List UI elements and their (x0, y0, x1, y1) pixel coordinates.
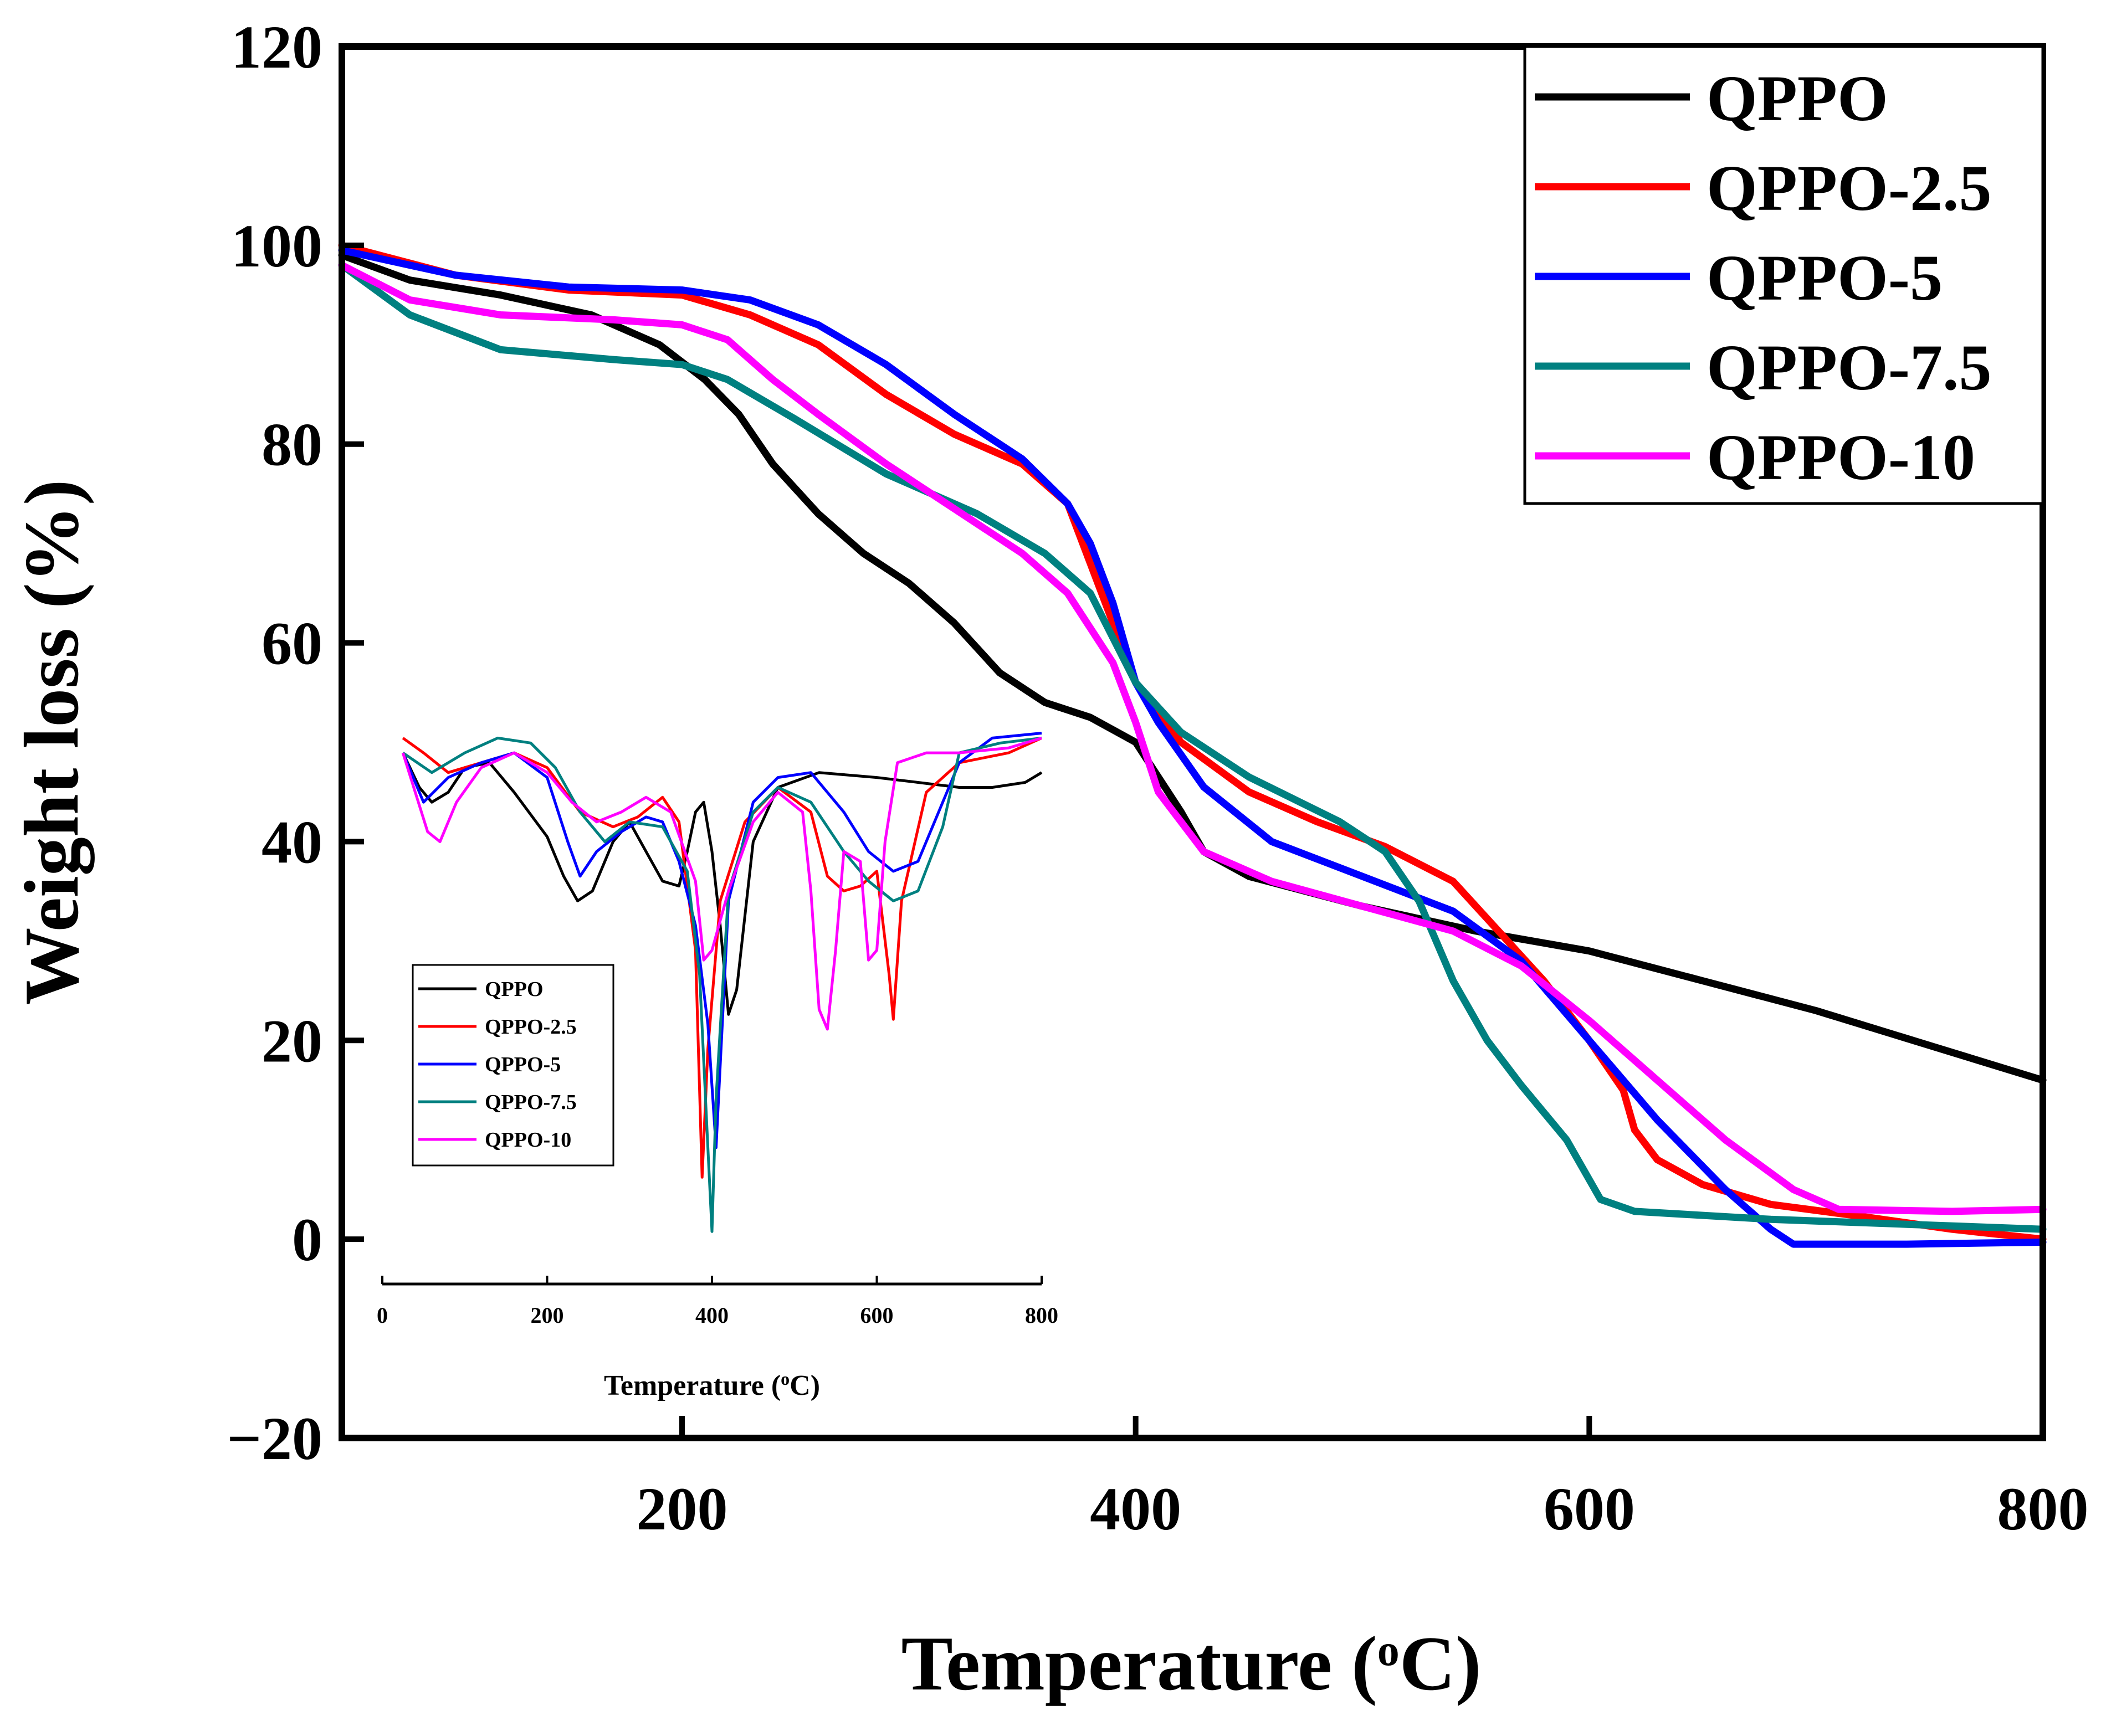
inset-series-line-qppo (401, 752, 1043, 1016)
series-line-qppo-7-5 (338, 261, 2047, 1233)
main-legend: QPPO QPPO-2.5 QPPO-5 QPPO-7.5 QPPO-10 (1523, 45, 2044, 505)
inset-legend: QPPO QPPO-2.5 QPPO-5 QPPO-7.5 QPPO-10 (412, 964, 614, 1167)
legend-label-qppo-5: QPPO-5 (1707, 242, 1943, 314)
inset-series-line-qppo-2-5 (402, 737, 1043, 1179)
inset-legend-label-qppo-10: QPPO-10 (485, 1128, 571, 1152)
y-axis-title: Weight loss (%) (9, 480, 95, 1005)
y-tick-label: 120 (231, 13, 322, 81)
series-line-qppo-10 (338, 261, 2047, 1215)
x-tick-label: 800 (1997, 1475, 2089, 1543)
inset-x-tick-label: 0 (377, 1303, 388, 1328)
inset-series-line-qppo-7-5 (402, 736, 1042, 1233)
y-tick-label: −20 (227, 1405, 322, 1472)
y-tick-label: 100 (231, 212, 322, 280)
inset-legend-label-qppo-7-5: QPPO-7.5 (485, 1091, 577, 1114)
x-tick-label: 400 (1090, 1475, 1181, 1543)
y-tick-label: 20 (262, 1007, 322, 1075)
y-tick-label: 60 (262, 610, 322, 677)
main-series-layer (338, 242, 2047, 1248)
main-plot-frame (339, 43, 2046, 1441)
inset-axis-ticks: 0 200 400 600 800 (377, 1276, 1058, 1328)
y-tick-label: 0 (292, 1206, 322, 1273)
x-tick-label: 600 (1544, 1475, 1635, 1543)
legend-label-qppo-10: QPPO-10 (1707, 421, 1975, 494)
x-axis-title: Temperature (oC) (901, 1621, 1481, 1707)
y-tick-label: 40 (262, 808, 322, 876)
y-tick-label: 80 (262, 411, 322, 479)
inset-x-tick-label: 600 (860, 1303, 894, 1328)
inset-series-layer (401, 732, 1043, 1233)
legend-label-qppo-2-5: QPPO-2.5 (1707, 152, 1992, 224)
inset-legend-label-qppo-2-5: QPPO-2.5 (485, 1015, 577, 1039)
inset-legend-label-qppo-5: QPPO-5 (485, 1053, 561, 1076)
inset-x-axis-title: Temperature (oC) (604, 1369, 820, 1401)
inset-x-tick-label: 800 (1025, 1303, 1058, 1328)
legend-label-qppo-7-5: QPPO-7.5 (1707, 331, 1992, 404)
x-tick-label: 200 (637, 1475, 728, 1543)
inset-legend-label-qppo: QPPO (485, 978, 544, 1001)
series-line-qppo (338, 251, 2047, 1084)
series-line-qppo-5 (338, 246, 2047, 1248)
main-axis-ticks: 200 400 600 800 −20 0 20 40 60 80 100 120 (227, 13, 2088, 1543)
inset-dtg-plot: 0 200 400 600 800 Temperature (oC) QPPO QPPO-… (377, 732, 1058, 1401)
inset-series-line-qppo-5 (401, 732, 1042, 1149)
legend-label-qppo: QPPO (1707, 62, 1888, 135)
series-line-qppo-2-5 (338, 242, 2047, 1243)
inset-series-line-qppo-10 (401, 737, 1042, 1031)
inset-x-tick-label: 200 (531, 1303, 564, 1328)
inset-x-tick-label: 400 (695, 1303, 729, 1328)
